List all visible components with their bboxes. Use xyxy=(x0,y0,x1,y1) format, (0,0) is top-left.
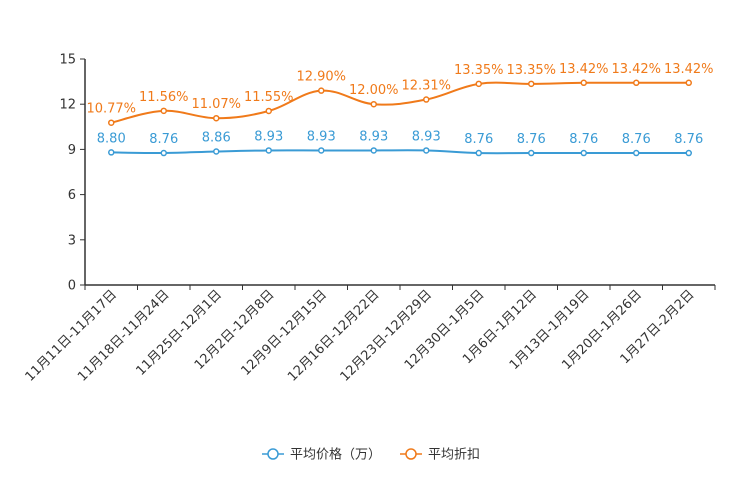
data-point[interactable] xyxy=(580,79,587,87)
data-point[interactable] xyxy=(318,147,325,154)
data-label: 10.77% xyxy=(86,102,136,117)
data-label: 11.55% xyxy=(244,90,294,105)
legend-item[interactable]: 平均价格（万） xyxy=(290,447,381,463)
legend-marker-icon xyxy=(405,448,417,460)
legend-item[interactable]: 平均折扣 xyxy=(428,448,480,463)
x-tick-label: 12月23日-12月29日 xyxy=(338,287,435,384)
series-line-price xyxy=(111,149,689,155)
data-point[interactable] xyxy=(265,107,272,115)
data-label: 11.56% xyxy=(139,90,189,105)
data-point[interactable] xyxy=(580,149,587,157)
y-tick-label: 9 xyxy=(68,143,76,158)
data-point[interactable] xyxy=(528,149,535,157)
data-label: 8.76 xyxy=(149,132,178,147)
series-line-discount xyxy=(111,81,689,124)
data-label: 8.86 xyxy=(202,131,231,146)
x-tick-label: 12月16日-12月22日 xyxy=(285,287,382,384)
data-point[interactable] xyxy=(633,79,640,87)
data-point[interactable] xyxy=(475,80,482,88)
data-label: 12.31% xyxy=(401,79,451,94)
data-point[interactable] xyxy=(318,87,325,94)
x-tick-label: 11月18日-11月24日 xyxy=(75,287,172,384)
data-label: 8.76 xyxy=(517,132,546,147)
y-tick-label: 6 xyxy=(68,188,76,203)
data-point[interactable] xyxy=(370,147,377,154)
legend-marker-icon xyxy=(267,448,279,460)
data-label: 11.07% xyxy=(191,97,241,112)
data-point[interactable] xyxy=(108,119,115,126)
data-point[interactable] xyxy=(213,148,220,155)
data-label: 13.35% xyxy=(454,63,504,78)
data-point[interactable] xyxy=(633,149,640,157)
data-label: 13.42% xyxy=(559,62,609,77)
data-label: 12.90% xyxy=(296,70,346,85)
data-label: 8.80 xyxy=(97,131,126,146)
data-label: 8.76 xyxy=(674,132,703,147)
data-label: 13.42% xyxy=(664,62,714,77)
data-label: 8.76 xyxy=(622,132,651,147)
data-point[interactable] xyxy=(685,149,692,157)
data-point[interactable] xyxy=(160,149,167,157)
data-label: 13.35% xyxy=(506,63,556,78)
data-point[interactable] xyxy=(423,147,430,154)
data-label: 8.93 xyxy=(254,129,283,144)
data-label: 8.93 xyxy=(412,129,441,144)
data-label: 13.42% xyxy=(611,62,661,77)
y-tick-label: 0 xyxy=(68,279,76,294)
data-label: 8.93 xyxy=(307,129,336,144)
y-tick-label: 15 xyxy=(59,53,76,68)
data-point[interactable] xyxy=(475,149,482,157)
data-point[interactable] xyxy=(108,149,115,156)
data-label: 8.76 xyxy=(569,132,598,147)
data-point[interactable] xyxy=(160,107,167,115)
data-point[interactable] xyxy=(685,79,692,87)
data-point[interactable] xyxy=(213,114,220,122)
data-point[interactable] xyxy=(370,100,377,108)
data-label: 8.93 xyxy=(359,129,388,144)
data-label: 8.76 xyxy=(464,132,493,147)
data-point[interactable] xyxy=(423,96,430,103)
x-tick-label: 11月11日-11月17日 xyxy=(23,287,120,384)
data-point[interactable] xyxy=(265,147,272,154)
y-tick-label: 12 xyxy=(59,98,76,113)
y-tick-label: 3 xyxy=(68,233,76,248)
data-label: 12.00% xyxy=(349,83,399,98)
data-point[interactable] xyxy=(528,80,535,88)
